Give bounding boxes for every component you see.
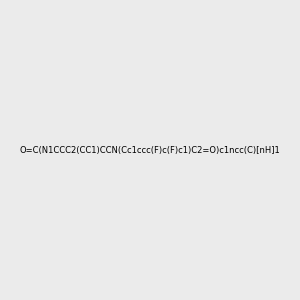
Text: O=C(N1CCC2(CC1)CCN(Cc1ccc(F)c(F)c1)C2=O)c1ncc(C)[nH]1: O=C(N1CCC2(CC1)CCN(Cc1ccc(F)c(F)c1)C2=O)… [20, 146, 281, 154]
